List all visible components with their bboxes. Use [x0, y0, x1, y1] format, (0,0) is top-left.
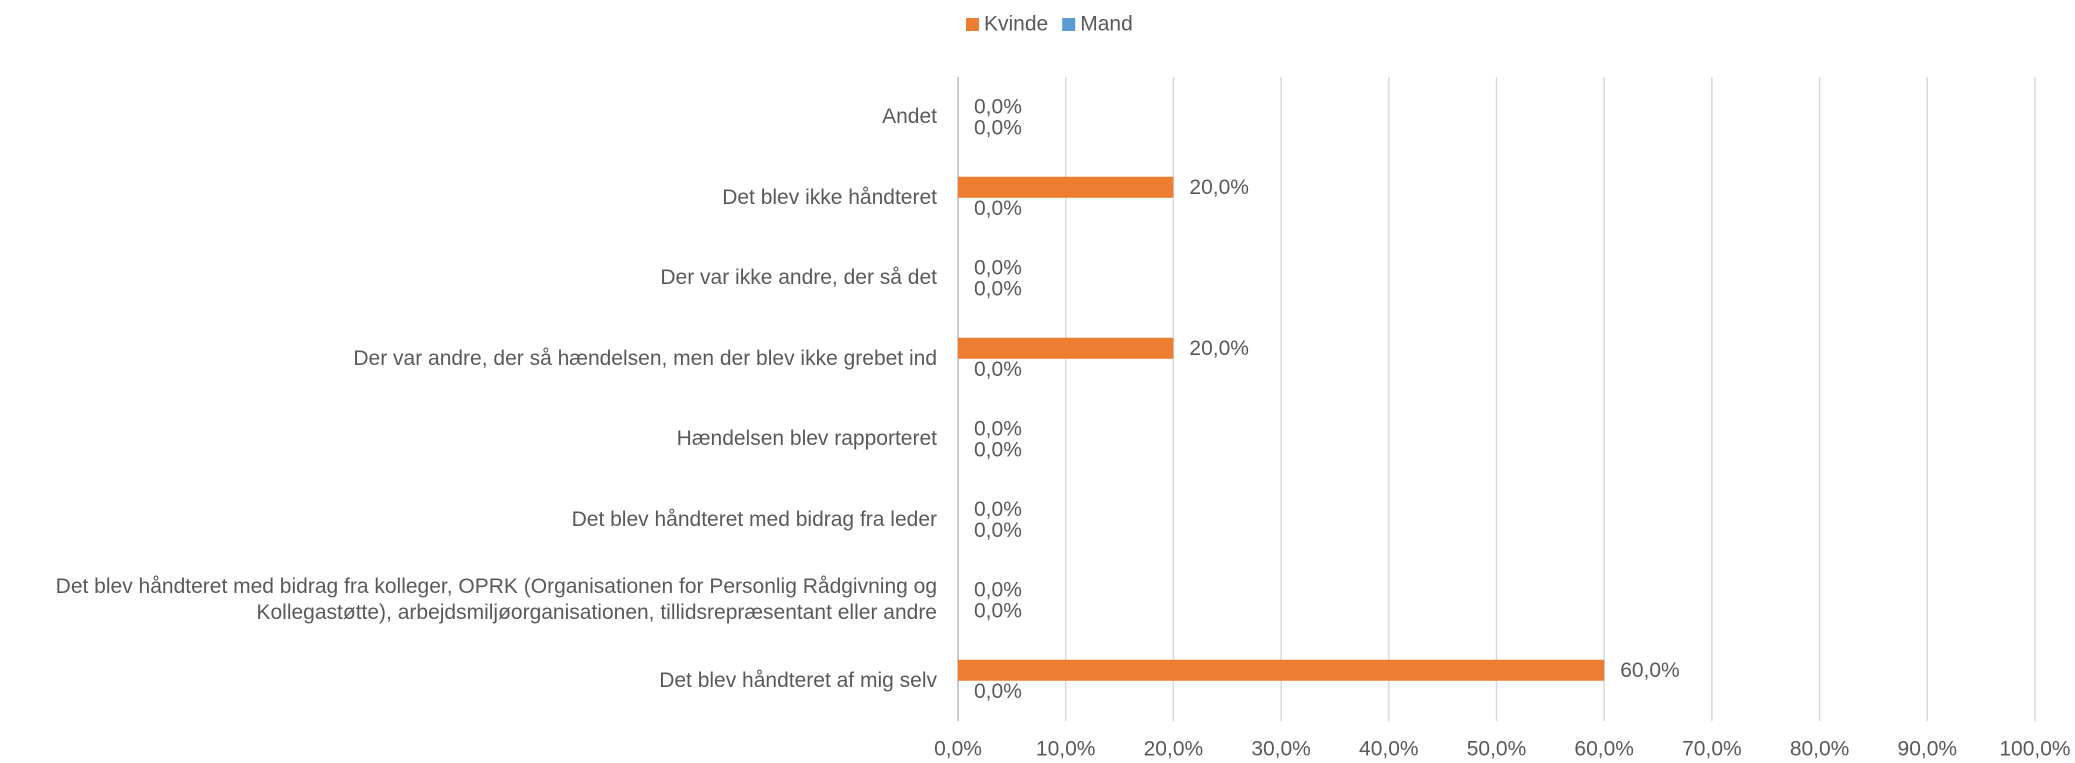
value-label: 0,0% [974, 116, 1022, 139]
value-label: 0,0% [974, 417, 1022, 440]
legend-swatch [966, 18, 979, 31]
x-tick-label: 70,0% [1682, 738, 1742, 761]
legend-swatch [1062, 18, 1076, 31]
x-tick-label: 40,0% [1359, 738, 1419, 761]
value-label: 20,0% [1189, 337, 1249, 360]
legend-label: Kvinde [984, 13, 1048, 36]
x-tick-label: 90,0% [1898, 738, 1958, 761]
value-label: 0,0% [974, 95, 1022, 118]
x-tick-label: 50,0% [1467, 738, 1527, 761]
x-tick-label: 20,0% [1144, 738, 1204, 761]
value-label: 0,0% [974, 256, 1022, 279]
y-tick-label: Hændelsen blev rapporteret [676, 427, 937, 451]
x-tick-label: 80,0% [1790, 738, 1850, 761]
y-tick-label: Der var ikke andre, der så det [660, 266, 937, 290]
y-tick-label: Andet [882, 105, 937, 129]
legend-label: Mand [1080, 13, 1133, 36]
y-tick-label: Det blev ikke håndteret [722, 185, 937, 209]
y-tick-label: Det blev håndteret med bidrag fra leder [571, 507, 937, 531]
value-label: 0,0% [974, 680, 1022, 703]
value-label: 0,0% [974, 438, 1022, 461]
bar [958, 659, 1605, 681]
value-label: 0,0% [974, 599, 1022, 622]
y-tick-label: Der var andre, der så hændelsen, men der… [353, 346, 937, 370]
value-label: 0,0% [974, 277, 1022, 300]
bar [958, 176, 1174, 198]
x-tick-label: 100,0% [1999, 738, 2070, 761]
value-label: 0,0% [974, 498, 1022, 521]
x-tick-label: 60,0% [1574, 738, 1634, 761]
x-tick-label: 30,0% [1251, 738, 1311, 761]
value-label: 0,0% [974, 358, 1022, 381]
y-tick-label: Det blev håndteret med bidrag fra kolleg… [55, 575, 937, 625]
value-label: 0,0% [974, 197, 1022, 220]
value-label: 20,0% [1189, 176, 1249, 199]
value-label: 60,0% [1620, 659, 1680, 682]
x-tick-label: 0,0% [934, 738, 982, 761]
x-tick-label: 10,0% [1036, 738, 1096, 761]
value-label: 0,0% [974, 578, 1022, 601]
bar [958, 337, 1174, 359]
y-tick-label: Det blev håndteret af mig selv [659, 668, 937, 692]
value-label: 0,0% [974, 519, 1022, 542]
